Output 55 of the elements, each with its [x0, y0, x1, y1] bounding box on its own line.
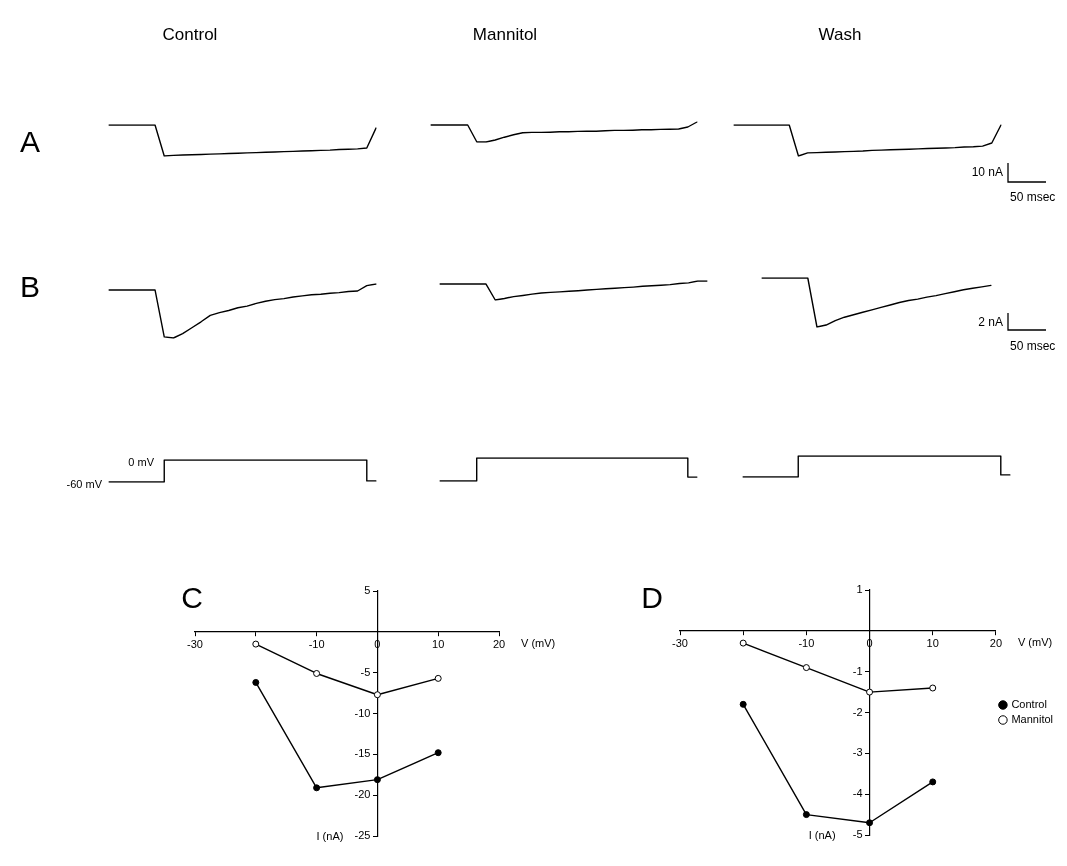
annotation: 0 mV	[128, 455, 154, 468]
x-tick-label: -30	[672, 637, 688, 650]
point	[739, 700, 747, 708]
y-axis-title: I (nA)	[316, 830, 344, 843]
x-tick-label: -10	[798, 637, 815, 650]
point	[434, 749, 442, 757]
point	[313, 669, 321, 677]
y-tick-label: -25	[354, 829, 371, 842]
point	[434, 674, 442, 682]
legend-label: Control	[1011, 698, 1047, 711]
x-tick-label: 20	[492, 638, 506, 651]
text: 10 nA	[971, 165, 1003, 179]
y-tick-label: -1	[852, 664, 863, 677]
text: A	[19, 125, 41, 158]
point	[252, 678, 260, 686]
text: 50 msec	[1010, 339, 1056, 353]
chart-title: C	[181, 581, 203, 614]
y-tick-label: -4	[852, 787, 863, 800]
x-tick-label: -10	[308, 638, 325, 651]
y-tick-label: -3	[852, 746, 863, 759]
point	[252, 640, 260, 648]
annotation: 2 nA	[978, 315, 1003, 329]
y-tick-label: -15	[354, 747, 371, 760]
point	[866, 688, 874, 696]
point	[802, 664, 810, 672]
y-tick-label: 1	[856, 583, 863, 596]
text: -60 mV	[66, 477, 102, 490]
point	[739, 639, 747, 647]
x-tick-label: 10	[432, 638, 445, 651]
text: 50 msec	[1010, 190, 1056, 204]
point	[802, 811, 810, 819]
point	[313, 784, 321, 792]
x-tick-label: 10	[926, 637, 939, 650]
point	[929, 778, 937, 786]
y-tick-label: -10	[354, 706, 371, 719]
y-tick-label: -5	[360, 665, 371, 678]
x-tick-label: 20	[989, 637, 1003, 650]
point	[373, 691, 381, 699]
x-tick-label: -30	[187, 638, 203, 651]
chart-title: Wash	[818, 24, 862, 44]
y-tick-label: -5	[852, 828, 863, 841]
point	[929, 684, 937, 692]
chart-title: D	[641, 581, 663, 614]
text: B	[19, 270, 41, 303]
point	[373, 776, 381, 784]
chart-title: Mannitol	[472, 24, 538, 44]
y-tick-label: -20	[354, 788, 371, 801]
x-axis-title: V (mV)	[521, 636, 556, 649]
legend-label: Mannitol	[1011, 713, 1053, 726]
y-tick-label: -2	[852, 705, 863, 718]
y-tick-label: 5	[364, 584, 371, 597]
chart-title: Control	[162, 24, 218, 44]
point	[866, 819, 874, 827]
y-axis-title: I (nA)	[808, 829, 836, 842]
x-axis-title: V (mV)	[1017, 635, 1053, 648]
